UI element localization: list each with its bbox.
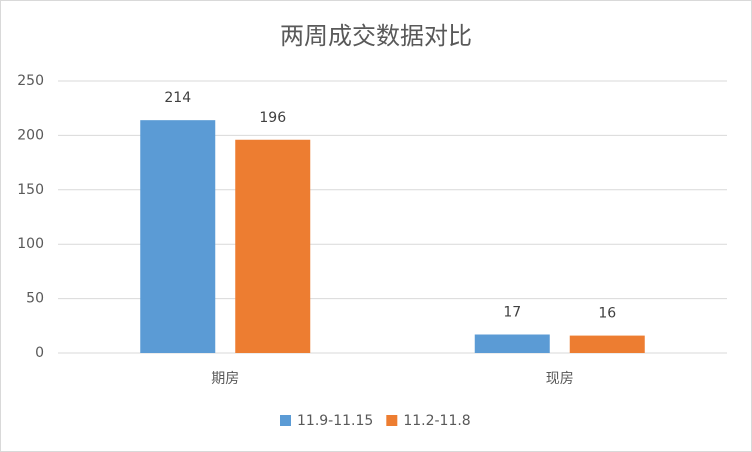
bar	[569, 335, 645, 353]
data-label: 214	[164, 90, 191, 106]
bar	[235, 139, 311, 353]
y-tick-label: 150	[17, 182, 44, 198]
legend-swatch	[280, 415, 291, 426]
bar	[140, 120, 216, 353]
y-tick-label: 0	[35, 345, 44, 361]
y-tick-label: 250	[17, 73, 44, 89]
legend-label: 11.2-11.8	[403, 413, 470, 429]
data-label: 16	[598, 306, 616, 322]
legend-swatch	[386, 415, 398, 426]
data-label: 196	[259, 110, 286, 126]
data-label: 17	[503, 305, 521, 321]
y-tick-label: 100	[17, 236, 44, 252]
y-tick-label: 200	[17, 127, 44, 143]
bar	[474, 334, 550, 353]
x-tick-label: 现房	[546, 371, 574, 387]
chart-title: 两周成交数据对比	[280, 22, 472, 50]
legend-label: 11.9-11.15	[297, 413, 373, 429]
x-tick-label: 期房	[211, 371, 239, 387]
y-tick-label: 50	[26, 291, 44, 307]
